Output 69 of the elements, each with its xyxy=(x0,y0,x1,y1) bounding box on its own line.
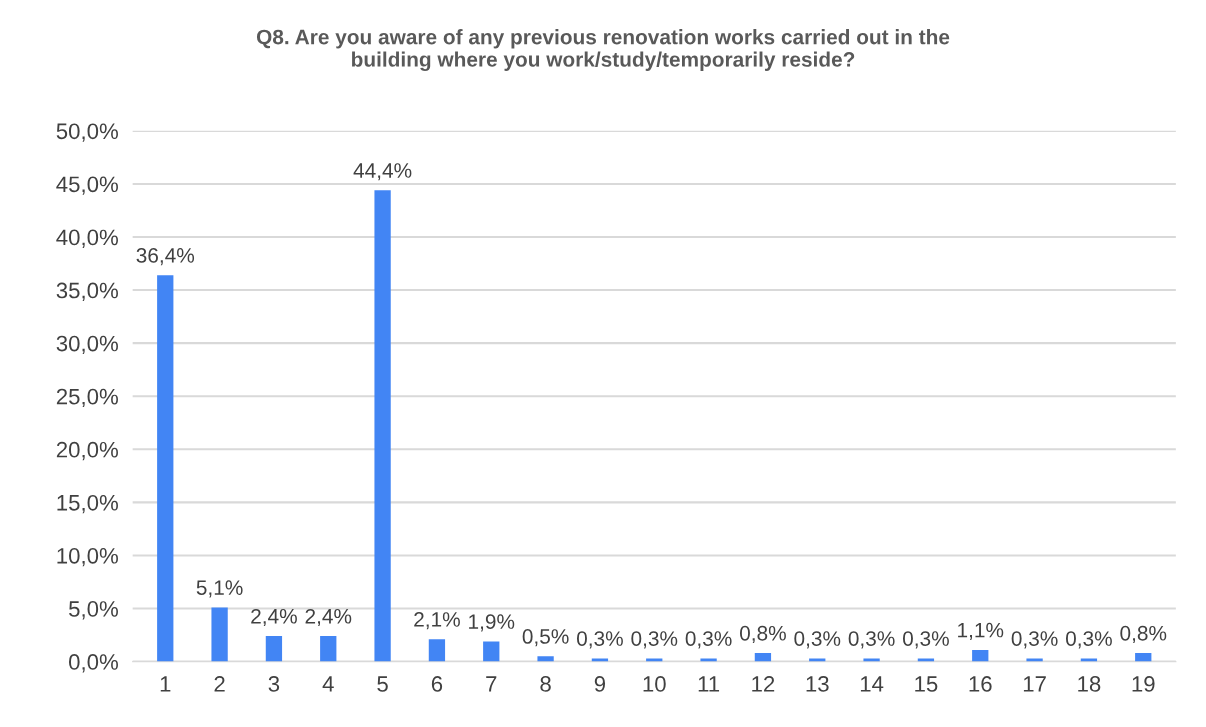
data-label: 2,4% xyxy=(251,608,297,627)
bar xyxy=(1080,658,1098,662)
x-tick-label: 16 xyxy=(969,676,992,692)
y-tick-label: 25,0% xyxy=(56,388,118,408)
data-label: 0,3% xyxy=(685,631,732,649)
data-label: 1,9% xyxy=(469,614,515,632)
y-tick-label: 30,0% xyxy=(56,335,118,355)
x-tick-label: 11 xyxy=(698,676,720,692)
bar xyxy=(374,190,391,662)
x-tick-label: 2 xyxy=(214,676,225,692)
bar xyxy=(972,649,989,662)
bar xyxy=(809,658,826,662)
data-label: 0,5% xyxy=(522,629,569,647)
y-tick-label: 50,0% xyxy=(56,123,118,142)
data-label: 0,8% xyxy=(739,625,786,644)
y-tick-label: 45,0% xyxy=(56,176,118,195)
x-tick-label: 14 xyxy=(860,676,884,692)
bar xyxy=(1135,653,1152,662)
data-label: 0,3% xyxy=(631,631,678,649)
bar xyxy=(754,653,772,662)
data-label: 0,3% xyxy=(1011,631,1058,649)
x-tick-label: 1 xyxy=(160,676,171,692)
x-tick-label: 12 xyxy=(752,676,775,692)
data-label: 0,3% xyxy=(794,631,841,649)
y-tick-label: 0,0% xyxy=(68,654,118,673)
chart-title: Q8. Are you aware of any previous renovation works carried out in the building where you work/study/temporarily reside? xyxy=(256,29,950,72)
bar xyxy=(646,658,663,662)
data-label: 0,8% xyxy=(1120,625,1167,644)
x-tick-label: 10 xyxy=(643,676,666,692)
data-label: 0,3% xyxy=(902,631,949,649)
bar xyxy=(320,636,337,662)
y-tick-label: 35,0% xyxy=(56,282,118,301)
x-tick-label: 19 xyxy=(1132,676,1155,692)
y-tick-label: 5,0% xyxy=(69,601,118,620)
x-tick-label: 18 xyxy=(1078,676,1101,692)
y-tick-label: 15,0% xyxy=(57,494,118,514)
x-tick-label: 6 xyxy=(431,676,443,692)
x-tick-label: 13 xyxy=(806,676,829,692)
data-label: 2,4% xyxy=(305,608,352,627)
data-label: 36,4% xyxy=(136,248,195,266)
data-label: 1,1% xyxy=(958,622,1004,640)
bar xyxy=(700,658,717,662)
bar xyxy=(591,658,609,662)
x-tick-label: 4 xyxy=(322,676,334,692)
bar xyxy=(428,639,446,662)
x-tick-label: 15 xyxy=(915,676,938,692)
x-tick-label: 5 xyxy=(377,676,388,692)
y-tick-label: 40,0% xyxy=(56,229,118,248)
data-label: 44,4% xyxy=(353,163,412,181)
data-label: 2,1% xyxy=(414,612,460,630)
data-label: 5,1% xyxy=(196,580,243,598)
bar xyxy=(265,636,283,662)
bar xyxy=(1026,658,1043,662)
bar xyxy=(157,275,174,662)
y-tick-label: 20,0% xyxy=(56,441,118,461)
y-tick-label: 10,0% xyxy=(57,547,118,567)
x-tick-label: 17 xyxy=(1023,676,1046,692)
bar xyxy=(211,607,228,662)
bar xyxy=(537,656,554,662)
data-label: 0,3% xyxy=(1065,631,1112,649)
data-label: 0,3% xyxy=(576,631,623,649)
x-tick-label: 8 xyxy=(540,676,551,692)
bar xyxy=(863,658,880,662)
bar xyxy=(483,641,500,662)
x-tick-label: 7 xyxy=(486,676,497,692)
bar xyxy=(917,658,935,662)
x-tick-label: 9 xyxy=(594,676,606,692)
data-label: 0,3% xyxy=(848,631,895,649)
x-tick-label: 3 xyxy=(268,676,280,692)
